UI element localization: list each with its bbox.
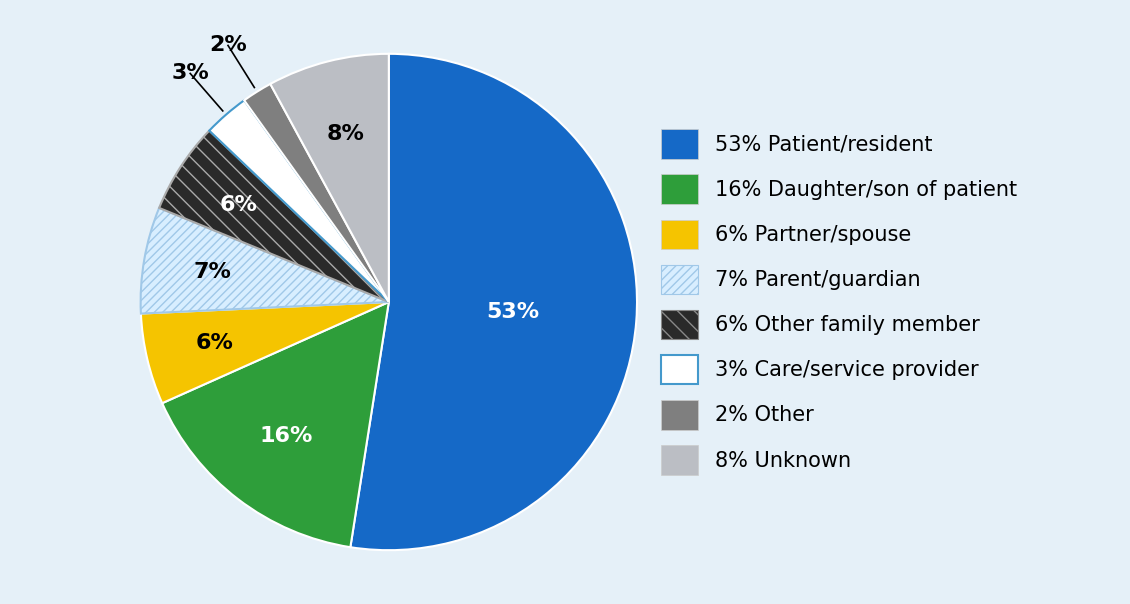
- Wedge shape: [350, 54, 637, 550]
- Text: 53%: 53%: [486, 301, 539, 322]
- Wedge shape: [140, 208, 389, 313]
- Wedge shape: [163, 302, 389, 547]
- Text: 7%: 7%: [193, 262, 232, 281]
- Wedge shape: [209, 100, 389, 302]
- Text: 6%: 6%: [195, 333, 234, 353]
- Text: 2%: 2%: [209, 36, 246, 56]
- Text: 3%: 3%: [172, 63, 209, 83]
- Wedge shape: [270, 54, 389, 302]
- Legend: 53% Patient/resident, 16% Daughter/son of patient, 6% Partner/spouse, 7% Parent/: 53% Patient/resident, 16% Daughter/son o…: [654, 123, 1023, 481]
- Wedge shape: [244, 84, 389, 302]
- Wedge shape: [159, 130, 389, 302]
- Text: 16%: 16%: [260, 426, 313, 446]
- Wedge shape: [141, 302, 389, 403]
- Text: 8%: 8%: [327, 124, 365, 144]
- Text: 6%: 6%: [220, 194, 258, 215]
